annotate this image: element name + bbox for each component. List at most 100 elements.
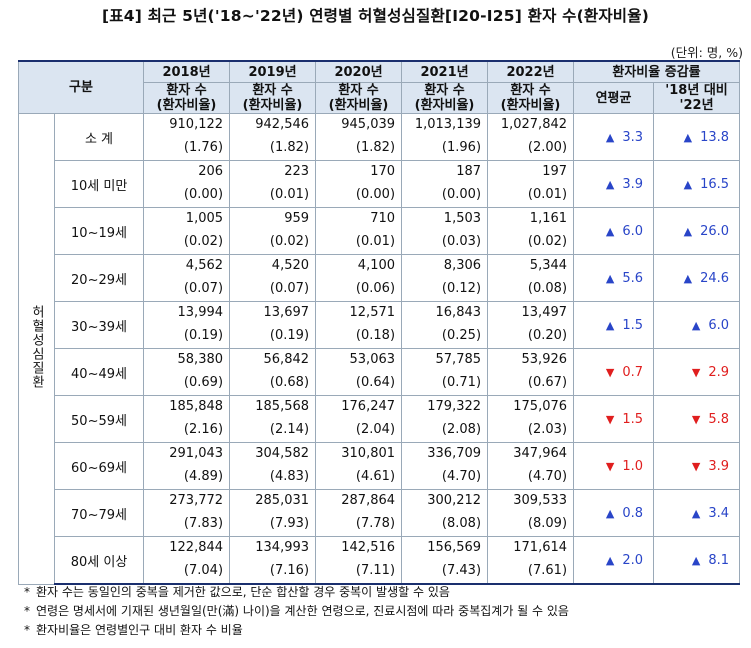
header-sub: 환자 수 (환자비율) xyxy=(401,82,489,114)
cell-value: 56,842 (0.68) xyxy=(229,348,317,396)
cell-count: 5,344 xyxy=(529,258,568,273)
cell-value: 1,503 (0.03) xyxy=(401,207,489,255)
cell-ratio: (2.00) xyxy=(527,140,568,155)
cell-value: 223 (0.01) xyxy=(229,160,317,208)
cell-ratio: (2.14) xyxy=(269,422,310,437)
cell-value: 959 (0.02) xyxy=(229,207,317,255)
cell-value: 187 (0.00) xyxy=(401,160,489,208)
cell-ratio: (4.70) xyxy=(527,469,568,484)
cell-ratio: (0.07) xyxy=(183,281,224,296)
cell-count: 309,533 xyxy=(513,493,568,508)
triangle-up-icon: ▲ xyxy=(691,553,701,567)
cell-value: 185,568 (2.14) xyxy=(229,395,317,443)
cell-ratio: (2.08) xyxy=(441,422,482,437)
cell-count: 4,562 xyxy=(185,258,224,273)
footnote: * 환자 수는 동일인의 중복을 제거한 값으로, 단순 합산할 경우 중복이 발… xyxy=(24,585,450,599)
cell-count: 4,100 xyxy=(357,258,396,273)
cell-ratio: (0.02) xyxy=(183,234,224,249)
cell-count: 142,516 xyxy=(341,540,396,555)
cell-ratio: (7.83) xyxy=(183,516,224,531)
cell-value: 291,043 (4.89) xyxy=(143,442,231,490)
cell-ratio: (1.82) xyxy=(355,140,396,155)
cell-ratio: (4.83) xyxy=(269,469,310,484)
cell-count: 945,039 xyxy=(341,117,396,132)
triangle-down-icon: ▼ xyxy=(605,365,615,379)
cell-value: 122,844 (7.04) xyxy=(143,536,231,585)
triangle-up-icon: ▲ xyxy=(691,318,701,332)
cell-value: 206 (0.00) xyxy=(143,160,231,208)
cell-value: 1,013,139 (1.96) xyxy=(401,113,489,161)
table-title: [표4] 최근 5년('18~'22년) 연령별 허혈성심질환[I20-I25]… xyxy=(101,7,649,25)
cell-ratio: (0.12) xyxy=(441,281,482,296)
cell-ratio: (2.16) xyxy=(183,422,224,437)
cell-ratio: (0.03) xyxy=(441,234,482,249)
cell-ratio: (7.61) xyxy=(527,563,568,578)
cell-value: 910,122 (1.76) xyxy=(143,113,231,161)
annual-change: ▼ 1.5 xyxy=(573,395,655,443)
header-group: 구분 xyxy=(17,60,145,114)
vs2018-change: ▲ 3.4 xyxy=(653,489,741,537)
table-row: 30~39세 13,994 (0.19) 13,697 (0.19) 12,571 (0.1… xyxy=(19,301,741,349)
cell-count: 1,013,139 xyxy=(414,117,482,132)
cell-count: 57,785 xyxy=(435,352,482,367)
cell-ratio: (0.20) xyxy=(527,328,568,343)
table-row: 60~69세 291,043 (4.89) 304,582 (4.83) 310,801 (… xyxy=(19,442,741,490)
cell-value: 185,848 (2.16) xyxy=(143,395,231,443)
cell-count: 13,497 xyxy=(521,305,568,320)
cell-count: 187 xyxy=(456,164,482,179)
cell-value: 4,562 (0.07) xyxy=(143,254,231,302)
cell-count: 171,614 xyxy=(513,540,568,555)
cell-count: 310,801 xyxy=(341,446,396,461)
header-year-2018: 2018년 xyxy=(143,60,231,83)
row-label: 10세 미만 xyxy=(53,160,145,208)
cell-value: 285,031 (7.93) xyxy=(229,489,317,537)
cell-count: 170 xyxy=(370,164,396,179)
cell-value: 57,785 (0.71) xyxy=(401,348,489,396)
cell-value: 53,926 (0.67) xyxy=(487,348,575,396)
vs2018-change: ▼ 3.9 xyxy=(653,442,741,490)
table-row: 10세 미만 206 (0.00) 223 (0.01) 170 (0.00) 187 (0.0… xyxy=(19,160,741,208)
cell-count: 300,212 xyxy=(427,493,482,508)
footnote: * 연령은 명세서에 기재된 생년월일(만(滿) 나이)을 계산한 연령으로, 진… xyxy=(24,604,569,618)
row-label: 70~79세 xyxy=(53,489,145,537)
header-year-2022: 2022년 xyxy=(487,60,575,83)
vs2018-change: ▲ 26.0 xyxy=(653,207,741,255)
annual-change: ▲ 1.5 xyxy=(573,301,655,349)
cell-count: 336,709 xyxy=(427,446,482,461)
cell-ratio: (7.93) xyxy=(269,516,310,531)
triangle-down-icon: ▼ xyxy=(605,412,615,426)
cell-count: 16,843 xyxy=(435,305,482,320)
cell-count: 959 xyxy=(284,211,310,226)
cell-count: 1,161 xyxy=(529,211,568,226)
row-label: 40~49세 xyxy=(53,348,145,396)
cell-value: 156,569 (7.43) xyxy=(401,536,489,585)
triangle-up-icon: ▲ xyxy=(605,506,615,520)
cell-ratio: (0.00) xyxy=(183,187,224,202)
annual-change: ▲ 3.9 xyxy=(573,160,655,208)
unit-label: (단위: 명, %) xyxy=(670,45,743,60)
cell-count: 347,964 xyxy=(513,446,568,461)
cell-ratio: (4.70) xyxy=(441,469,482,484)
cell-ratio: (0.71) xyxy=(441,375,482,390)
triangle-up-icon: ▲ xyxy=(605,271,615,285)
cell-ratio: (0.01) xyxy=(527,187,568,202)
cell-count: 291,043 xyxy=(169,446,224,461)
table-row: 허혈성심질환 소 계 910,122 (1.76) 942,546 (1.82) 945,0… xyxy=(18,113,741,585)
cell-value: 287,864 (7.78) xyxy=(315,489,403,537)
cell-ratio: (0.08) xyxy=(527,281,568,296)
cell-value: 16,843 (0.25) xyxy=(401,301,489,349)
cell-count: 1,005 xyxy=(185,211,224,226)
cell-ratio: (0.69) xyxy=(183,375,224,390)
cell-count: 13,994 xyxy=(177,305,224,320)
cell-count: 175,076 xyxy=(513,399,568,414)
header-sub: 환자 수 (환자비율) xyxy=(487,82,575,114)
cell-ratio: (0.02) xyxy=(269,234,310,249)
cell-value: 1,005 (0.02) xyxy=(143,207,231,255)
cell-count: 12,571 xyxy=(349,305,396,320)
cell-ratio: (0.01) xyxy=(355,234,396,249)
cell-ratio: (1.76) xyxy=(183,140,224,155)
cell-count: 710 xyxy=(370,211,396,226)
cell-count: 185,568 xyxy=(255,399,310,414)
cell-value: 197 (0.01) xyxy=(487,160,575,208)
cell-ratio: (2.03) xyxy=(527,422,568,437)
